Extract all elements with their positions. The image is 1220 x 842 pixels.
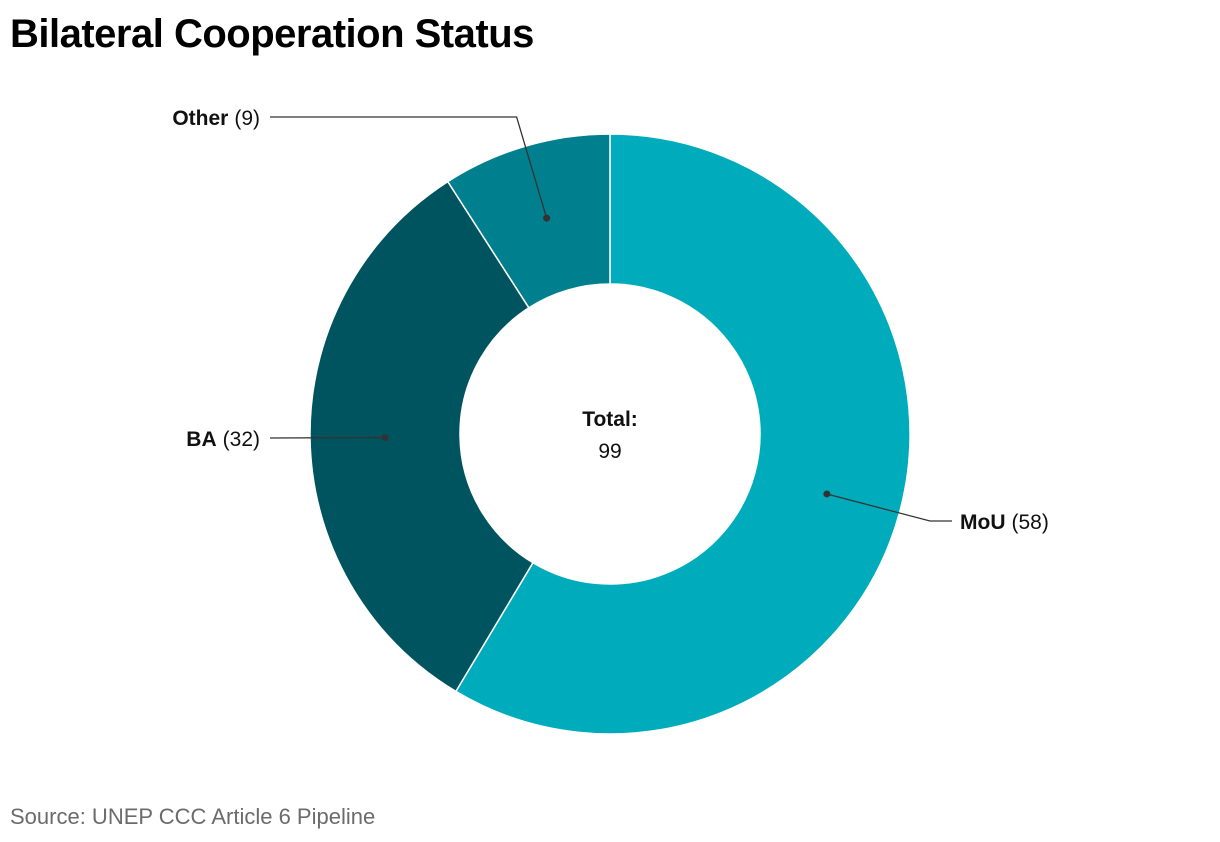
center-total-value: 99 (598, 440, 621, 463)
leader-line-other (270, 116, 548, 219)
donut-slices (309, 133, 911, 735)
center-total-label: Total: (582, 408, 638, 431)
slice-label-ba: BA (32) (186, 428, 260, 451)
chart-title: Bilateral Cooperation Status (10, 12, 534, 56)
leader-line-mou (826, 493, 952, 522)
label-leaders (269, 116, 952, 522)
slice-ba (309, 180, 534, 693)
slice-label-other: Other (9) (172, 107, 260, 130)
slice-label-mou: MoU (58) (960, 511, 1049, 534)
slice-mou (454, 133, 911, 735)
slice-other (446, 133, 611, 309)
source-note: Source: UNEP CCC Article 6 Pipeline (10, 804, 376, 829)
